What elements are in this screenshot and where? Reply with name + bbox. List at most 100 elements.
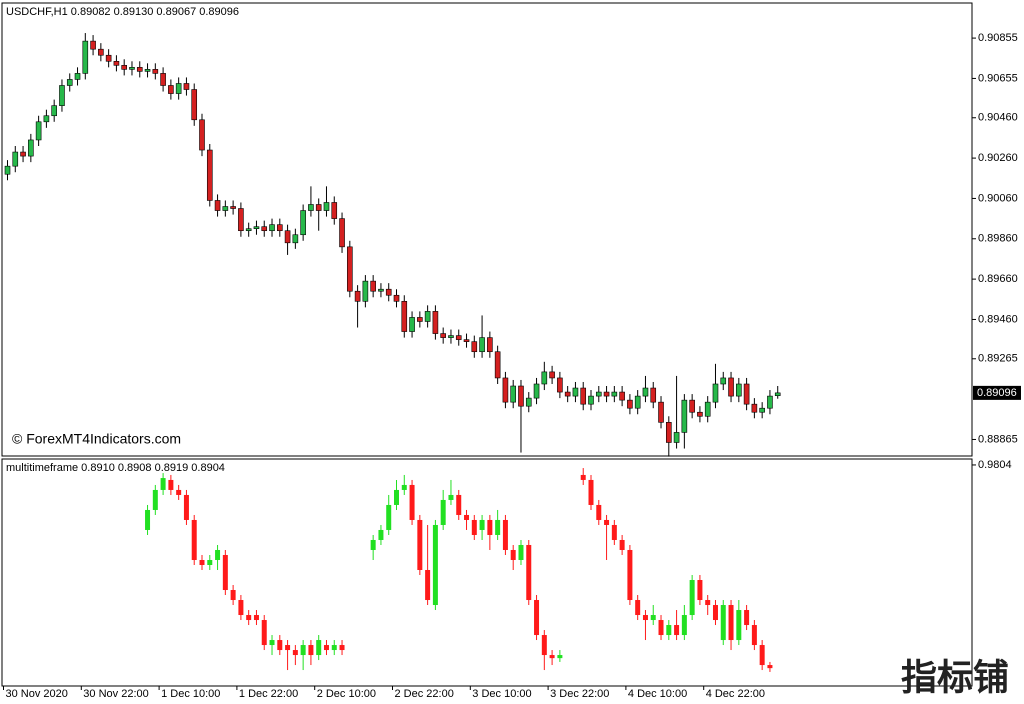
y-tick-label: 0.89460 [978,313,1018,325]
candle-body [43,115,50,123]
candle-body [564,391,571,397]
candle-body [720,605,726,641]
candle-body [494,351,501,379]
candle-body [222,554,228,591]
candle-body [572,387,579,397]
candle-body [549,371,555,379]
candle-body [541,635,547,656]
x-tick-label: 2 Dec 22:00 [395,688,454,700]
candle-body [331,202,338,219]
candle-body [214,200,221,211]
candle-body [728,605,734,641]
candle-body [409,484,415,520]
candle-body [59,85,65,106]
candle-body [751,403,758,413]
candle-body [471,341,478,353]
candle-body [160,73,166,86]
x-tick-label: 3 Dec 10:00 [472,688,531,700]
candle-body [277,640,283,651]
candle-body [238,600,244,616]
candle-body [666,625,672,636]
last-price-box [973,385,1021,400]
candle-body [658,401,664,423]
candle-body [681,615,687,636]
panel-title: USDCHF,H1 0.89082 0.89130 0.89067 0.8909… [6,6,239,18]
candle-body [386,504,392,530]
candle-body [28,139,34,157]
candle-body [759,645,765,666]
candle-body [66,79,73,86]
candle-body [362,280,369,302]
candle-body [463,339,470,342]
y-tick-label: 0.90460 [978,112,1018,124]
candle-body [650,615,656,621]
candle-body [424,311,431,322]
candle-body [113,60,120,66]
candle-body [471,519,477,535]
candle-body [222,206,229,211]
candle-body [712,383,719,403]
candle-body [557,655,563,659]
candle-body [385,288,392,296]
candle-body [207,559,213,565]
candle-body [456,494,462,515]
candle-body [440,333,446,338]
candle-body [448,494,454,500]
candle-body [479,519,485,530]
candle-body [191,519,197,560]
candle-body [658,620,664,636]
candle-body [674,625,680,636]
candle-body [759,407,765,413]
y-tick-label: 0.90060 [978,192,1018,204]
candle-body [448,335,454,338]
candle-body [323,645,329,651]
x-tick-label: 1 Dec 10:00 [161,688,220,700]
candle-body [230,590,236,601]
candle-body [323,202,330,211]
candle-body [627,399,633,409]
y-tick-label: 0.90655 [978,72,1018,84]
candle-body [557,377,563,393]
y-tick-label: 0.9804 [978,459,1012,471]
candle-body [152,69,159,74]
candle-body [145,509,151,530]
candle-body [619,539,625,550]
candle-body [619,391,625,401]
candle-body [705,600,711,606]
candle-body [82,40,89,74]
candle-body [269,224,275,232]
candle-body [90,40,96,50]
candle-body [487,337,493,353]
candle-body [541,371,548,385]
candle-body [611,391,618,397]
candle-body [588,479,594,505]
candle-body [378,529,384,540]
candle-body [525,397,532,407]
candle-body [168,479,174,490]
candle-body [176,489,182,495]
candle-body [253,615,259,621]
candle-body [751,625,757,646]
candle-body [627,549,633,601]
candle-body [689,580,695,616]
candle-body [440,499,446,525]
candle-body [518,385,524,407]
candle-body [199,119,205,151]
candle-body [215,549,221,560]
candle-body [736,610,742,641]
candle-body [432,311,439,334]
candle-body [774,392,781,396]
candle-body [767,395,773,409]
y-tick-label: 0.89265 [978,353,1018,365]
candle-body [455,335,462,340]
candle-body [168,85,174,94]
candle-body [595,391,602,397]
candle-body [689,399,695,413]
candle-body [510,385,517,403]
candle-body [487,519,493,535]
candle-body [316,640,322,656]
candle-body [20,151,26,157]
candle-body [285,645,291,651]
